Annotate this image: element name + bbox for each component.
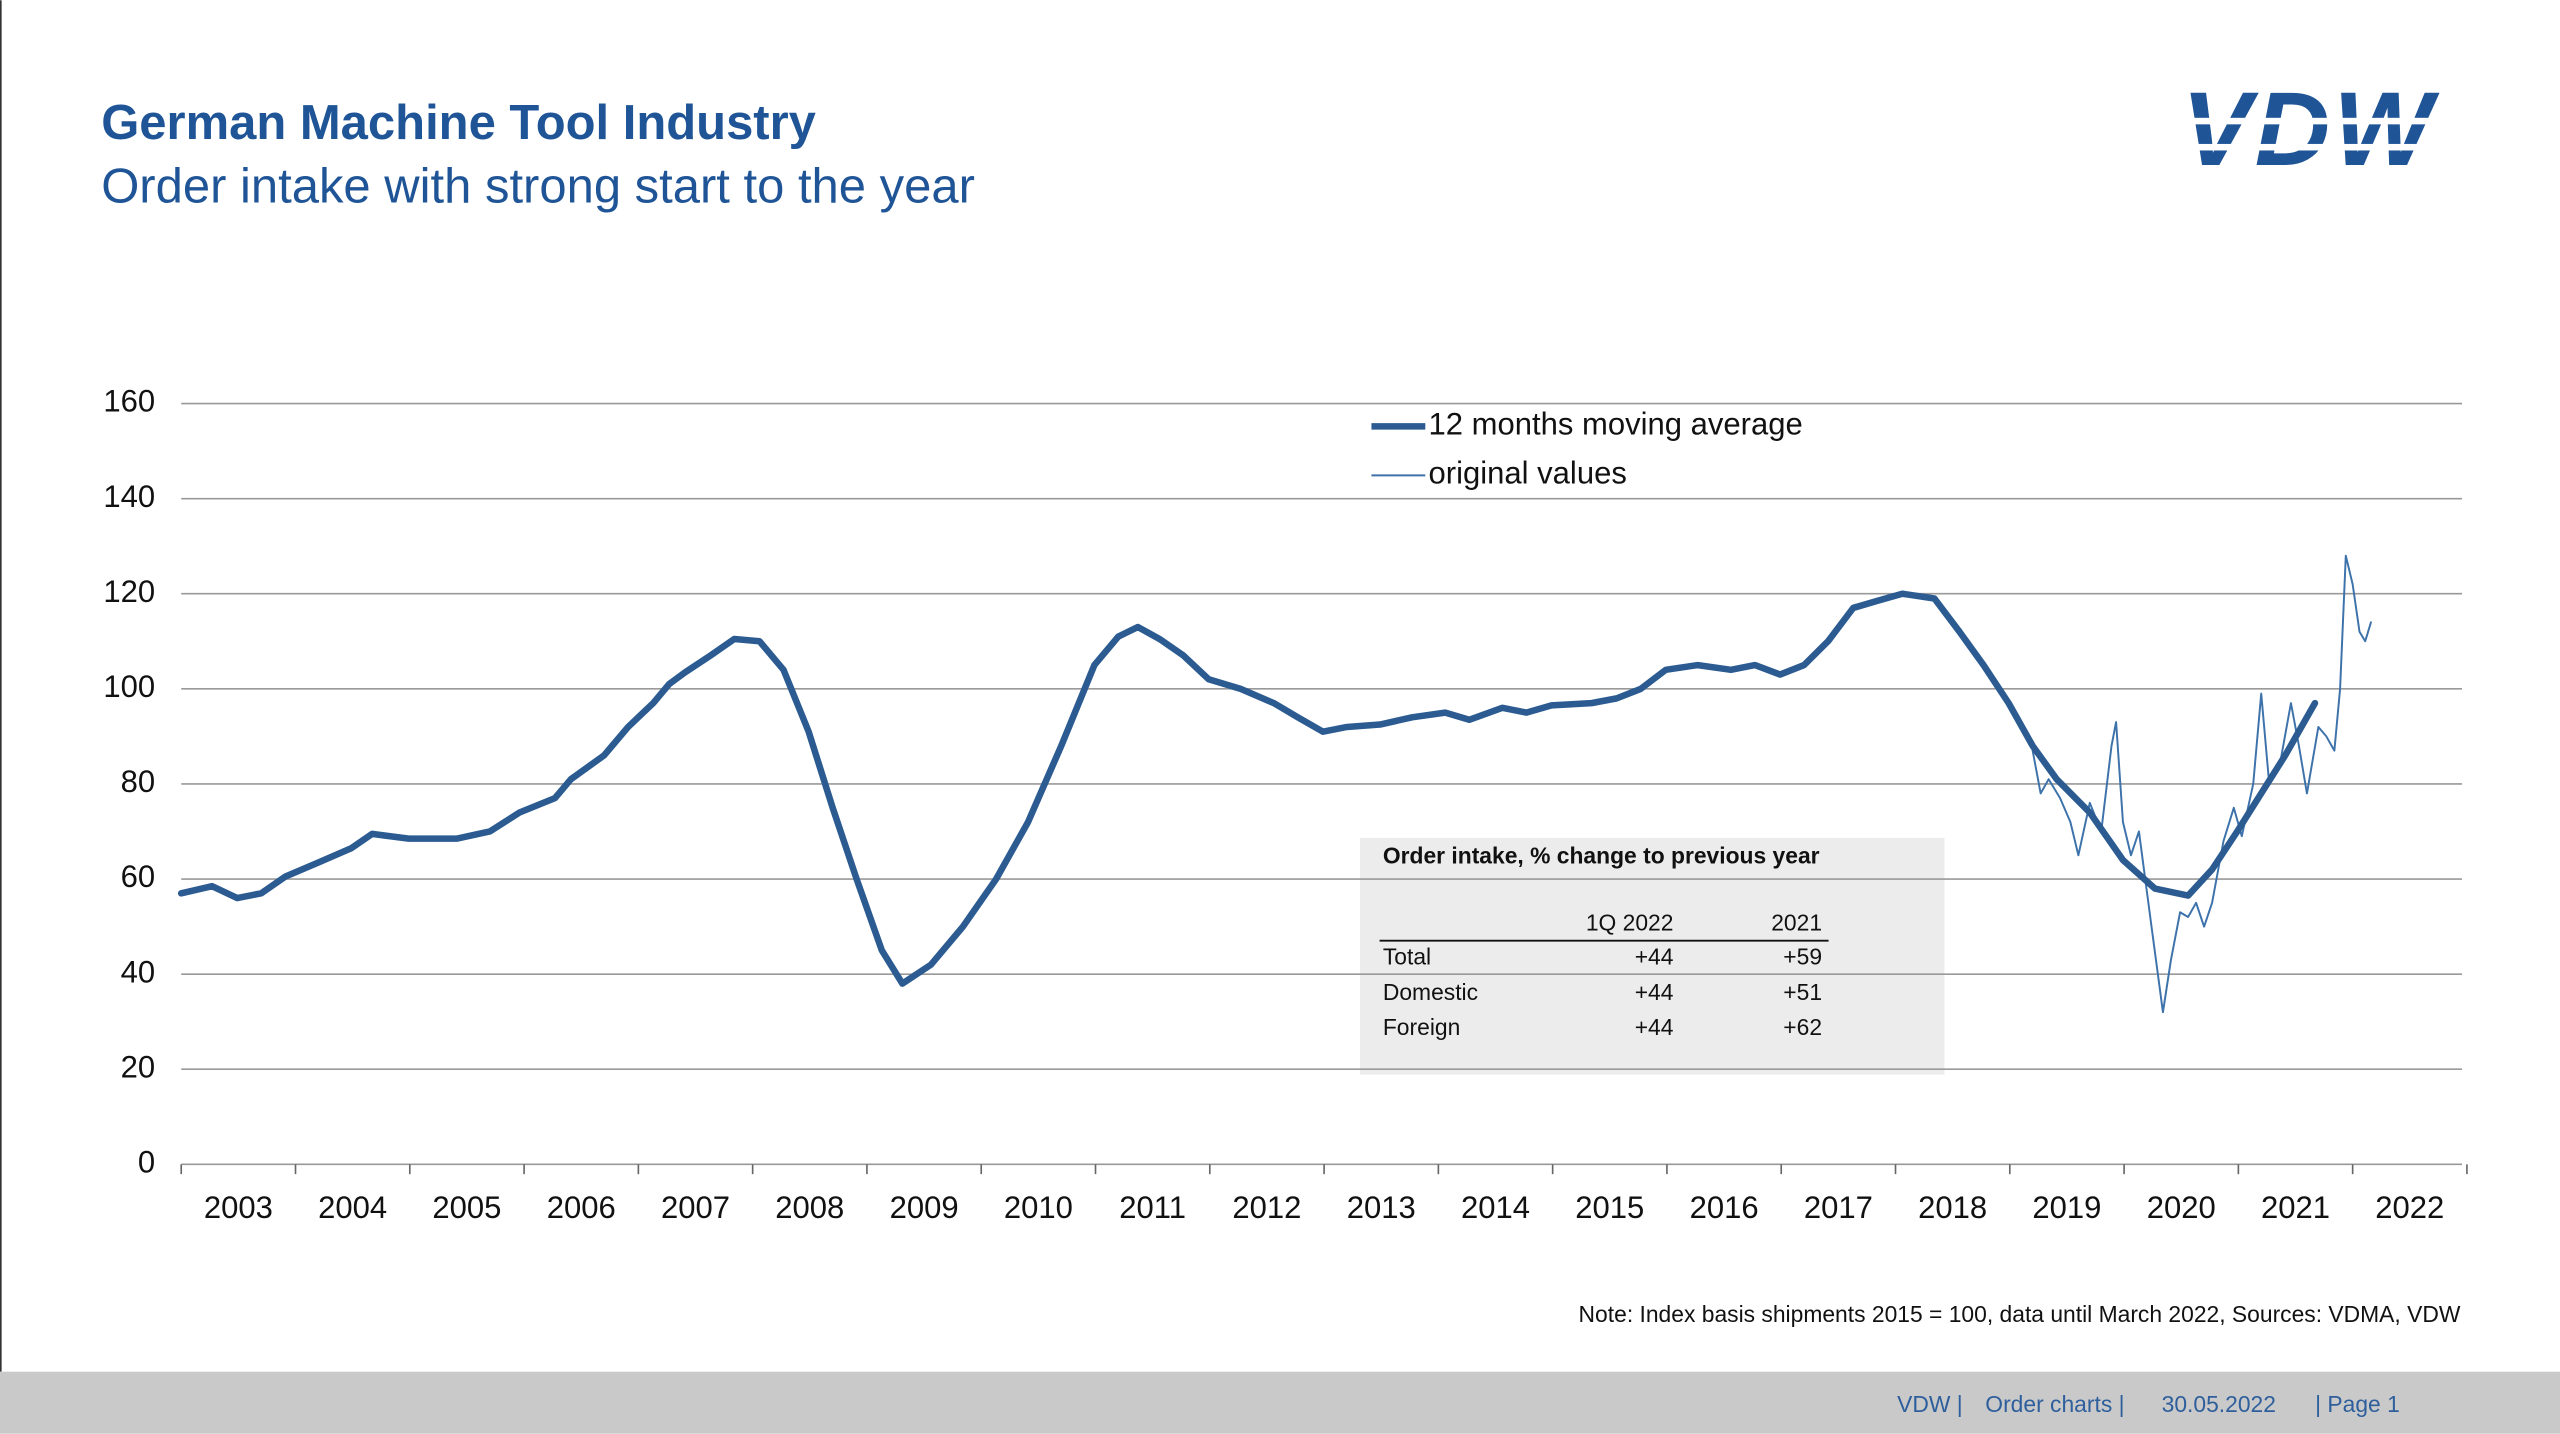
footer-text: 30.05.2022 — [2162, 1391, 2276, 1417]
table-title: Order intake, % change to previous year — [1383, 842, 1820, 868]
logo: VDW — [2146, 71, 2474, 188]
x-tick-label: 2007 — [661, 1190, 730, 1225]
x-tick-label: 2005 — [432, 1190, 501, 1225]
table-cell: Foreign — [1383, 1014, 1460, 1040]
table-cell: +51 — [1783, 979, 1822, 1005]
table-box — [1360, 837, 1945, 1075]
table-cell: +44 — [1635, 1014, 1674, 1040]
x-tick-label: 2003 — [204, 1190, 273, 1225]
y-tick-label: 60 — [121, 859, 155, 894]
x-tick-label: 2020 — [2147, 1190, 2216, 1225]
table-cell: +59 — [1783, 944, 1822, 970]
chart-subtitle: Order intake with strong start to the ye… — [101, 160, 975, 214]
y-tick-label: 140 — [103, 479, 155, 514]
series-line — [177, 590, 2319, 987]
x-tick-label: 2004 — [318, 1190, 387, 1225]
table-cell: +44 — [1635, 979, 1674, 1005]
y-tick-label: 0 — [138, 1145, 155, 1180]
chart-title: German Machine Tool Industry — [101, 96, 816, 150]
x-tick-label: 2010 — [1004, 1190, 1073, 1225]
footer-text: VDW | — [1897, 1391, 1963, 1417]
footer-text: | Page 1 — [2315, 1391, 2400, 1417]
legend-label: 12 months moving average — [1429, 407, 1803, 442]
footer-text: Order charts | — [1985, 1391, 2124, 1417]
footer: VDW | Order charts | 30.05.2022 | Page 1 — [1897, 1391, 2400, 1417]
y-tick-label: 120 — [103, 574, 155, 609]
logo-stripe — [2146, 143, 2474, 151]
x-tick-label: 2012 — [1232, 1190, 1301, 1225]
x-tick-label: 2014 — [1461, 1190, 1530, 1225]
table-cell: Domestic — [1383, 979, 1478, 1005]
y-tick-label: 100 — [103, 669, 155, 704]
x-tick-label: 2013 — [1347, 1190, 1416, 1225]
y-tick-label: 160 — [103, 384, 155, 419]
x-tick-label: 2011 — [1119, 1190, 1186, 1225]
x-tick-label: 2017 — [1804, 1190, 1873, 1225]
x-tick-label: 2008 — [775, 1190, 844, 1225]
logo-stripe — [2146, 117, 2474, 125]
x-tick-label: 2016 — [1690, 1190, 1759, 1225]
x-tick-label: 2019 — [2032, 1190, 2101, 1225]
table-cell: +62 — [1783, 1014, 1822, 1040]
table-cell: +44 — [1635, 944, 1674, 970]
footer-bar — [0, 1371, 2560, 1434]
table-header: 1Q 2022 — [1586, 909, 1674, 935]
y-tick-label: 20 — [121, 1049, 155, 1084]
x-tick-label: 2018 — [1918, 1190, 1987, 1225]
y-tick-label: 80 — [121, 764, 155, 799]
x-tick-label: 2021 — [2261, 1190, 2330, 1225]
logo-text: VDW — [2182, 71, 2441, 188]
x-tick-label: 2009 — [890, 1190, 959, 1225]
note: Note: Index basis shipments 2015 = 100, … — [1579, 1301, 2461, 1327]
x-tick-label: 2015 — [1575, 1190, 1644, 1225]
legend-label: original values — [1429, 456, 1627, 491]
x-tick-label: 2006 — [547, 1190, 616, 1225]
table-header: 2021 — [1771, 909, 1822, 935]
x-tick-label: 2022 — [2375, 1190, 2444, 1225]
y-tick-label: 40 — [121, 954, 155, 989]
table-cell: Total — [1383, 944, 1431, 970]
